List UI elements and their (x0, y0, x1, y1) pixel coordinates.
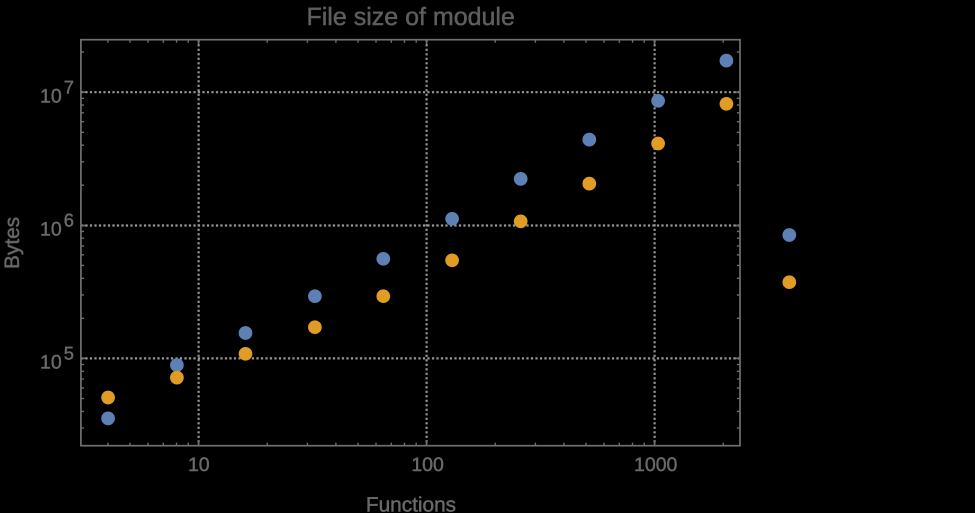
svg-text:10: 10 (40, 219, 62, 241)
svg-text:10: 10 (188, 454, 210, 476)
svg-text:File size of module: File size of module (306, 3, 514, 31)
svg-text:5: 5 (64, 343, 74, 364)
svg-text:6: 6 (64, 210, 74, 231)
svg-text:100: 100 (411, 454, 444, 476)
svg-text:Bytes: Bytes (1, 217, 24, 269)
svg-text:7: 7 (64, 76, 74, 97)
svg-text:1000: 1000 (634, 454, 678, 476)
svg-text:Functions: Functions (366, 493, 456, 513)
svg-text:10: 10 (40, 352, 62, 374)
svg-text:10: 10 (40, 85, 62, 107)
